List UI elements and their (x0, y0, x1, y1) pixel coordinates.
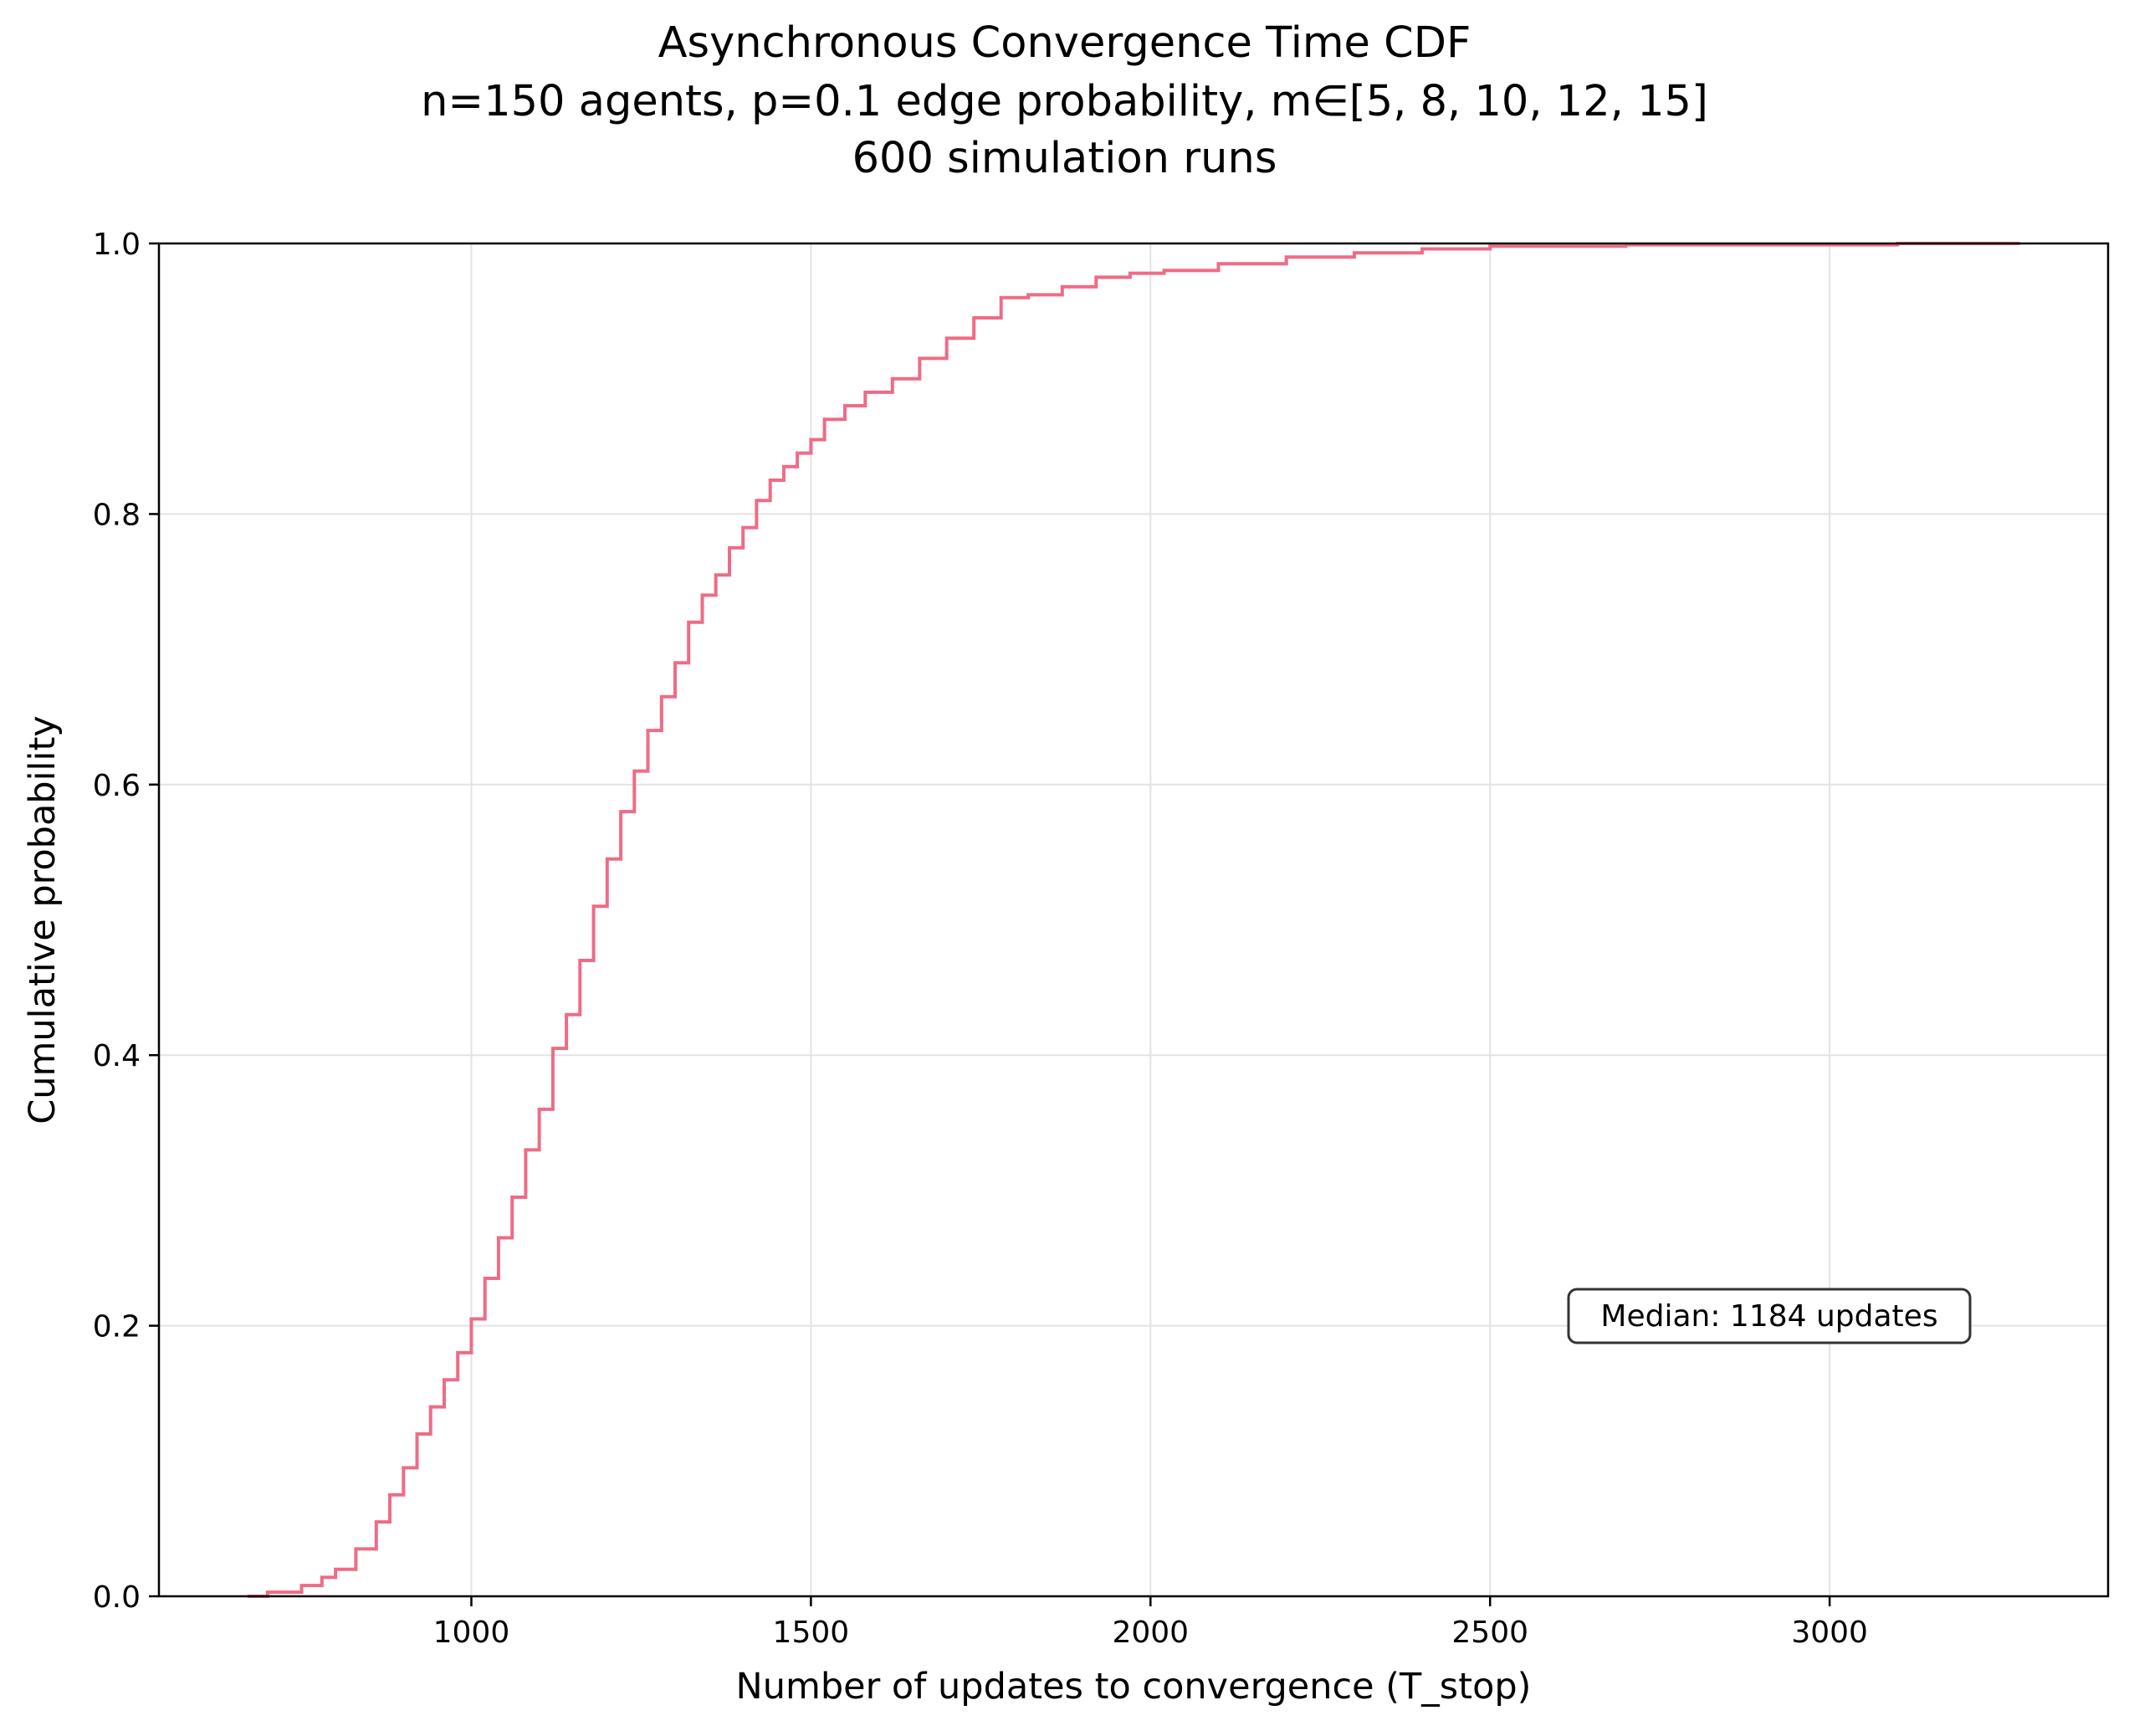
chart-title-line-1: Asynchronous Convergence Time CDF (658, 18, 1471, 68)
x-tick-label: 1500 (773, 1616, 850, 1650)
axis-ticks: 1000 1500 2000 2500 3000 0.0 0.2 0.4 0.6 0.8 1.0 (93, 228, 1868, 1650)
median-annotation: Median: 1184 updates (1567, 1288, 1972, 1344)
cdf-series-line (247, 242, 2020, 1598)
y-tick-label: 0.6 (93, 769, 141, 803)
grid-lines (159, 243, 2108, 1597)
median-annotation-box (1567, 1288, 1972, 1344)
y-axis-label: Cumulative probability (22, 715, 64, 1124)
y-tick-label: 0.0 (93, 1580, 141, 1615)
x-tick-label: 1000 (433, 1616, 510, 1650)
y-tick-label: 0.2 (93, 1310, 141, 1344)
x-axis-label: Number of updates to convergence (T_stop… (736, 1666, 1532, 1708)
chart-title-line-2: n=150 agents, p=0.1 edge probability, m∈… (421, 77, 1708, 126)
x-tick-label: 2000 (1112, 1616, 1189, 1650)
y-tick-label: 0.8 (93, 498, 141, 532)
median-annotation-text: Median: 1184 updates (1600, 1299, 1937, 1334)
x-tick-label: 2500 (1451, 1616, 1528, 1650)
chart-title-line-3: 600 simulation runs (852, 134, 1277, 183)
plot-area-frame (157, 242, 2110, 1598)
y-tick-label: 1.0 (93, 228, 141, 262)
y-tick-label: 0.4 (93, 1039, 141, 1073)
x-tick-label: 3000 (1791, 1616, 1868, 1650)
